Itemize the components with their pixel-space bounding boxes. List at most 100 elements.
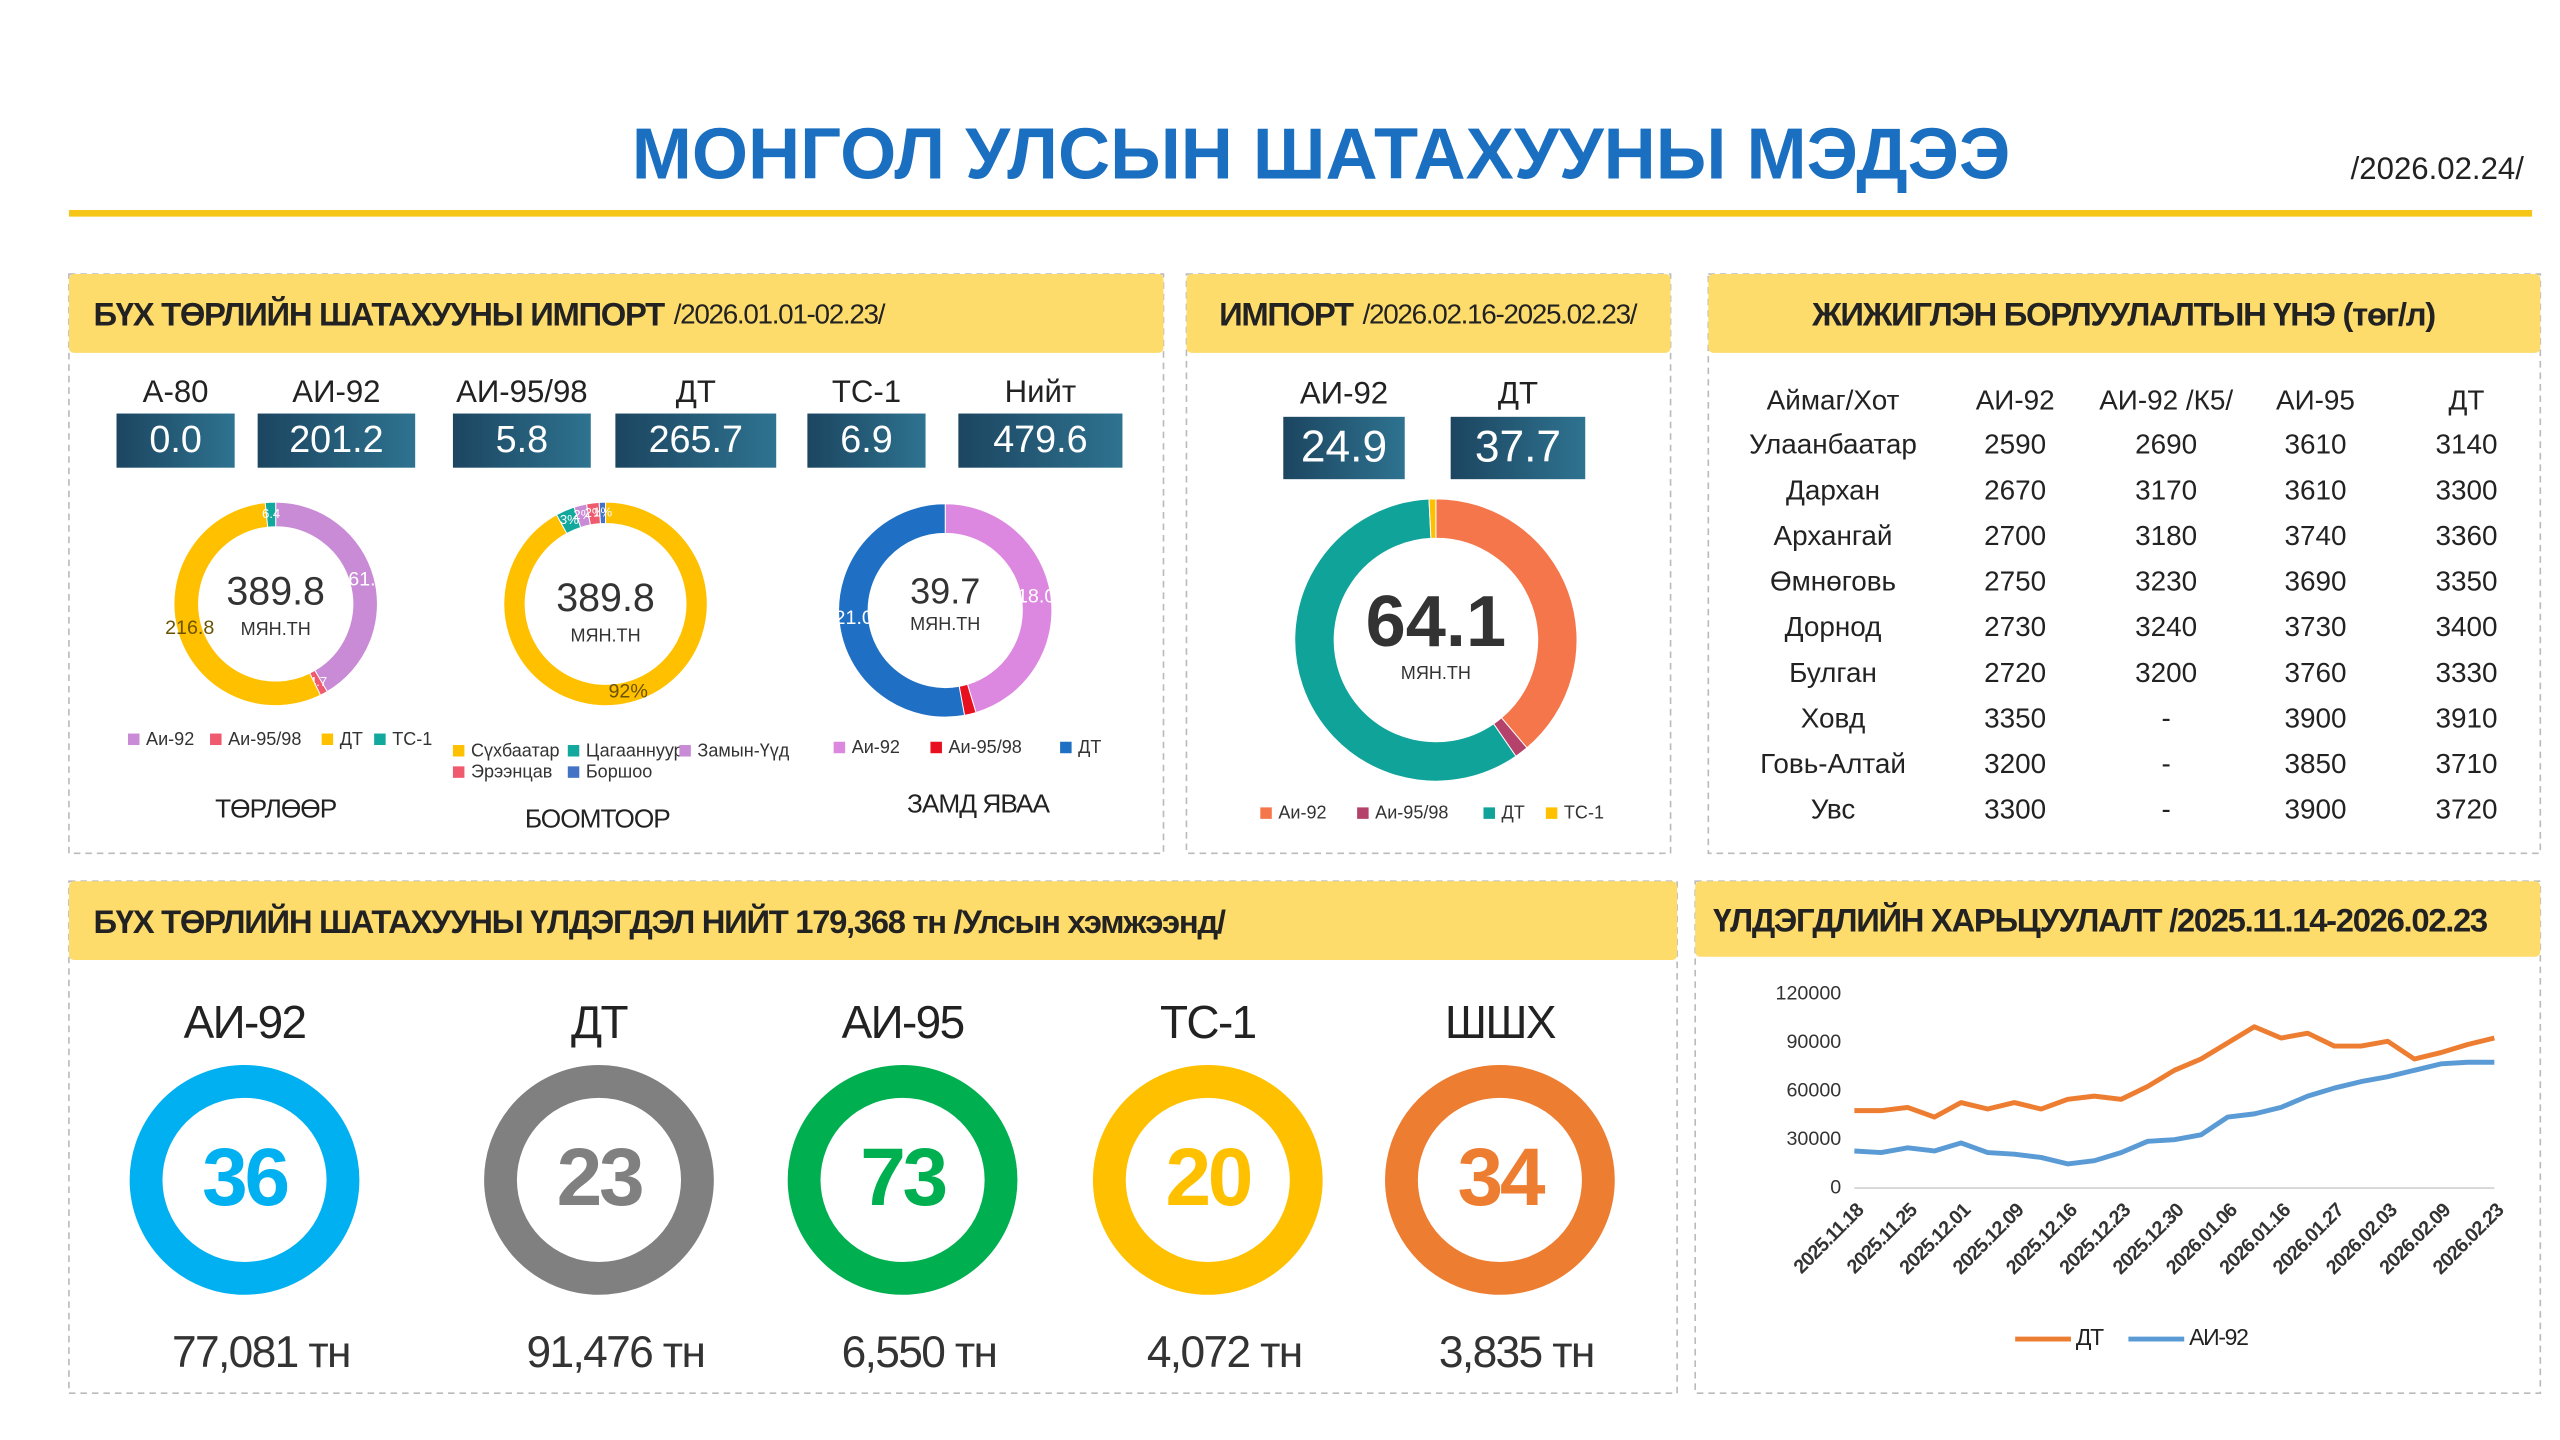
table-cell: 3900 [2284,794,2346,825]
reserve-amount: 91,476 тн [526,1328,704,1377]
table-cell: - [2162,794,2171,825]
legend-label: ТС-1 [392,729,432,749]
legend-swatch [567,766,580,778]
reserve-ring [1092,1065,1323,1295]
data-label: 216.8 [165,617,214,639]
reserve-name: ШШХ [1445,996,1556,1048]
table-cell: 3330 [2435,657,2497,688]
stat-box [116,413,235,468]
reserve-days: 20 [1165,1132,1250,1223]
data-label: 21.0 [835,607,873,629]
donut-segment [264,501,277,528]
table-header: Аймаг/Хот [1767,384,1900,415]
table-cell: 3200 [2135,657,2197,688]
table-cell: 3720 [2435,794,2497,825]
reserve-name: ТС-1 [1160,996,1256,1048]
donut-unit: МЯН.ТН [570,625,640,645]
donut-center: 64.1 [1366,582,1507,662]
table-cell: 3910 [2435,702,2497,733]
stat-label: АИ-92 [292,374,380,409]
panel-title: БҮХ ТӨРЛИЙН ШАТАХУУНЫ ИМПОРТ/2026.01.01-… [94,294,886,332]
legend-label: АИ-92 [2189,1324,2248,1350]
table-cell: 2670 [1984,474,2046,505]
legend-swatch [833,741,846,754]
legend-label: Аи-92 [146,729,194,749]
stat-value: 37.7 [1475,422,1561,471]
panel-title-part: ЖИЖИГЛЭН БОРЛУУЛАЛТЫН ҮНЭ (төг/л) [1811,295,2435,332]
table-cell: 2750 [1984,566,2046,597]
data-label: 161.9 [337,569,386,591]
reserve-ring [1385,1065,1615,1295]
panel-title: ЖИЖИГЛЭН БОРЛУУЛАЛТЫН ҮНЭ (төг/л) [1811,295,2435,332]
y-tick-label: 120000 [1776,983,1842,1005]
table-cell: Увс [1811,794,1856,825]
legend-swatch [567,745,580,757]
donut-segment [598,501,607,525]
legend-label: ДТ [1502,803,1525,823]
panel-header [68,274,1164,353]
panel-title-part: /2026.01.01-02.23/ [674,299,886,330]
table-cell: Дорнод [1785,611,1882,642]
table-cell: 3400 [2435,611,2497,642]
table-cell: 3230 [2135,566,2197,597]
table-cell: Говь-Алтай [1760,748,1906,779]
legend-label: ДТ [1078,737,1101,757]
stat-label: ДТ [676,374,716,409]
donut-caption: БООМТООР [525,803,670,833]
table-cell: 3710 [2435,748,2497,779]
reserve-name: ДТ [571,996,627,1048]
legend-label: Цагааннуур [586,740,684,760]
legend-swatch [452,766,465,778]
donut-segment [173,502,322,707]
table-cell: 3760 [2284,657,2346,688]
legend-swatch [1357,807,1369,819]
legend-label: Сүхбаатар [471,740,560,760]
donut-segment [1294,498,1517,782]
stat-label: АИ-92 [1300,376,1388,411]
data-label: 6.4 [262,506,280,521]
panel-title-part: БҮХ ТӨРЛИЙН ШАТАХУУНЫ ИМПОРТ [94,294,666,332]
legend-label: Аи-95/98 [1375,803,1448,823]
table-cell: 2690 [2135,429,2197,460]
donut-segment [503,501,708,707]
legend-swatch [1060,741,1072,754]
table-cell: 3350 [1984,702,2046,733]
table-cell: 3850 [2284,748,2346,779]
panel-title-part: ҮЛДЭГДЛИЙН ХАРЬЦУУЛАЛТ /2025.11.14-2026.… [1713,900,2488,938]
stat-box [807,413,926,468]
table-cell: 2590 [1984,429,2046,460]
legend-swatch [374,733,386,746]
table-cell: 3300 [2435,474,2497,505]
reserve-days: 36 [202,1132,287,1223]
reserve-ring [787,1065,1018,1295]
y-tick-label: 30000 [1786,1128,1841,1150]
data-label: 92% [608,680,647,702]
stat-value: 201.2 [289,418,383,460]
donut-segment [1435,498,1578,749]
stat-value: 6.9 [840,418,892,460]
line-series [1854,1024,2495,1120]
stat-box [1450,416,1586,480]
table-cell: Дархан [1786,474,1880,505]
reserve-days: 23 [557,1132,642,1223]
table-cell: Ховд [1801,702,1866,733]
legend-swatch [452,745,465,757]
table-cell: 3140 [2435,429,2497,460]
panel-title-part: ИМПОРТ [1219,295,1354,332]
table-cell: Өмнөговь [1770,566,1896,597]
table-cell: 3610 [2284,474,2346,505]
y-tick-label: 0 [1830,1176,1841,1198]
donut-caption: ЗАМД ЯВАА [907,789,1051,819]
table-header: АИ-95 [2276,384,2355,415]
donut-unit: МЯН.ТН [910,614,980,634]
table-cell: 3170 [2135,474,2197,505]
stat-label: ТС-1 [832,374,901,409]
table-cell: Булган [1789,657,1877,688]
table-cell: 3350 [2435,566,2497,597]
table-cell: 3240 [2135,611,2197,642]
legend-label: Эрээнцав [471,762,552,782]
stat-value: 0.0 [149,418,201,460]
table-cell: 3200 [1984,748,2046,779]
legend-swatch [1260,807,1272,819]
